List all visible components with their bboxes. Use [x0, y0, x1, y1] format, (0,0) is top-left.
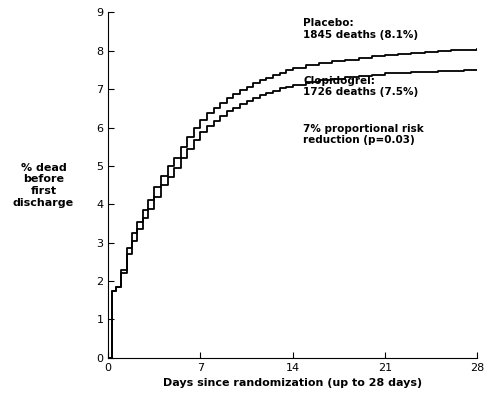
Text: 7% proportional risk
reduction (p=0.03): 7% proportional risk reduction (p=0.03) [303, 124, 424, 145]
Text: Placebo:
1845 deaths (8.1%): Placebo: 1845 deaths (8.1%) [303, 18, 418, 40]
Text: Clopidogrel:
1726 deaths (7.5%): Clopidogrel: 1726 deaths (7.5%) [303, 76, 419, 97]
X-axis label: Days since randomization (up to 28 days): Days since randomization (up to 28 days) [163, 378, 422, 388]
Y-axis label: % dead
before
first
discharge: % dead before first discharge [13, 163, 74, 208]
